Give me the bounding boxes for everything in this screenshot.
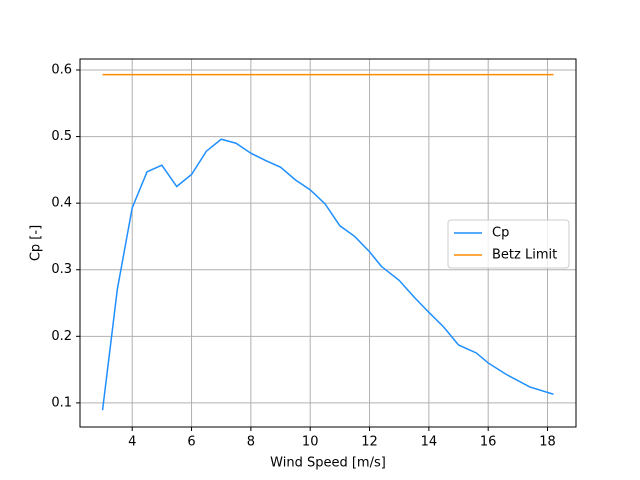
plot-frame	[79, 58, 577, 428]
y-axis-label: Cp [-]	[29, 225, 44, 261]
x-tick-label: 6	[187, 435, 195, 450]
x-tick-label: 4	[128, 435, 136, 450]
x-tick-label: 16	[480, 435, 497, 450]
y-tick-label: 0.1	[51, 395, 72, 410]
y-tick-label: 0.3	[51, 262, 72, 277]
series-line	[101, 138, 554, 411]
y-tick-label: 0.4	[51, 196, 72, 211]
x-tick-label: 12	[361, 435, 378, 450]
x-tick-label: 8	[247, 435, 255, 450]
legend-label: Betz Limit	[492, 248, 557, 263]
x-tick-label: 18	[539, 435, 556, 450]
x-tick-label: 10	[302, 435, 319, 450]
y-tick-label: 0.5	[51, 129, 72, 144]
x-axis-label: Wind Speed [m/s]	[270, 456, 386, 471]
legend-label: Cp	[492, 226, 509, 241]
legend-box	[447, 219, 570, 269]
x-tick-label: 14	[421, 435, 438, 450]
y-tick-label: 0.6	[51, 62, 72, 77]
y-tick-label: 0.2	[51, 329, 72, 344]
